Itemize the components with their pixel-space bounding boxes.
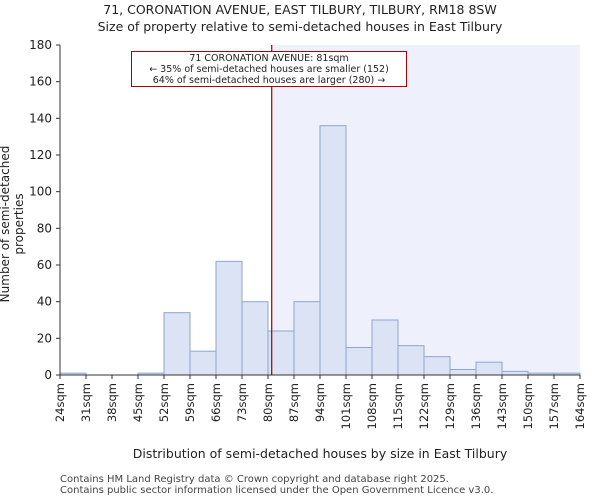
x-tick-label-52sqm: 52sqm xyxy=(157,383,171,422)
x-tick-label-80sqm: 80sqm xyxy=(261,383,275,422)
y-tick-label-80: 80 xyxy=(37,221,52,235)
y-tick-label-120: 120 xyxy=(29,148,52,162)
property-annotation: 71 CORONATION AVENUE: 81sqm ← 35% of sem… xyxy=(131,51,407,87)
y-tick-label-140: 140 xyxy=(29,111,52,125)
x-tick-label-94sqm: 94sqm xyxy=(313,383,327,422)
x-tick-label-59sqm: 59sqm xyxy=(183,383,197,422)
bar-115sqm xyxy=(397,345,425,376)
chart-title: 71, CORONATION AVENUE, EAST TILBURY, TIL… xyxy=(103,2,497,17)
bar-59sqm xyxy=(189,350,217,376)
bar-143sqm xyxy=(501,370,529,376)
y-tick-label-100: 100 xyxy=(29,185,52,199)
x-tick-label-143sqm: 143sqm xyxy=(495,383,509,429)
bar-73sqm xyxy=(241,301,269,376)
footer-licence: Contains public sector information licen… xyxy=(60,485,494,496)
y-tick-label-60: 60 xyxy=(37,258,52,272)
x-axis-label: Distribution of semi-detached houses by … xyxy=(132,446,508,461)
x-tick-label-87sqm: 87sqm xyxy=(287,383,301,422)
x-tick-label-115sqm: 115sqm xyxy=(391,383,405,429)
x-tick-label-73sqm: 73sqm xyxy=(235,383,249,422)
bar-136sqm xyxy=(475,361,503,376)
x-tick-label-24sqm: 24sqm xyxy=(53,383,67,422)
x-tick-label-31sqm: 31sqm xyxy=(79,383,93,422)
bar-80sqm xyxy=(267,330,295,376)
x-tick-label-129sqm: 129sqm xyxy=(443,383,457,429)
x-tick-label-108sqm: 108sqm xyxy=(365,383,379,429)
x-tick-label-136sqm: 136sqm xyxy=(469,383,483,429)
annotation-line-1: 71 CORONATION AVENUE: 81sqm xyxy=(189,53,349,64)
y-tick-label-40: 40 xyxy=(37,295,52,309)
x-tick-label-122sqm: 122sqm xyxy=(417,383,431,429)
y-tick-label-0: 0 xyxy=(44,368,52,382)
x-tick-label-157sqm: 157sqm xyxy=(547,383,561,429)
bar-94sqm xyxy=(319,125,347,376)
bar-108sqm xyxy=(371,319,399,376)
footer-copyright: Contains HM Land Registry data © Crown c… xyxy=(60,474,449,485)
bar-66sqm xyxy=(215,260,243,376)
bar-122sqm xyxy=(423,356,451,376)
chart-subtitle: Size of property relative to semi-detach… xyxy=(97,19,503,34)
x-tick-label-38sqm: 38sqm xyxy=(105,383,119,422)
bar-129sqm xyxy=(449,369,477,376)
y-tick-label-180: 180 xyxy=(29,38,52,52)
y-tick-label-20: 20 xyxy=(37,331,52,345)
y-axis-label: Number of semi-detached properties xyxy=(0,145,26,303)
annotation-line-2: ← 35% of semi-detached houses are smalle… xyxy=(149,64,389,75)
x-tick-label-150sqm: 150sqm xyxy=(521,383,535,429)
annotation-line-3: 64% of semi-detached houses are larger (… xyxy=(152,75,386,86)
bar-52sqm xyxy=(163,312,191,376)
bar-101sqm xyxy=(345,347,373,376)
bar-87sqm xyxy=(293,301,321,376)
x-tick-label-66sqm: 66sqm xyxy=(209,383,223,422)
x-tick-label-164sqm: 164sqm xyxy=(573,383,587,429)
y-tick-label-160: 160 xyxy=(29,75,52,89)
x-tick-label-101sqm: 101sqm xyxy=(339,383,353,429)
x-tick-label-45sqm: 45sqm xyxy=(131,383,145,422)
